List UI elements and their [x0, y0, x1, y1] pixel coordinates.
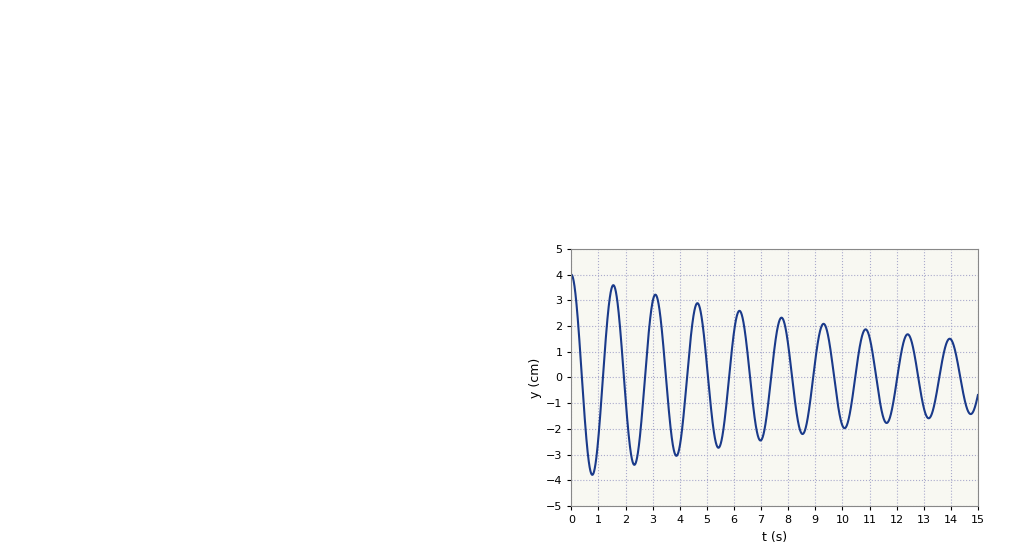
Y-axis label: y (cm): y (cm)	[528, 357, 542, 398]
X-axis label: t (s): t (s)	[762, 531, 787, 544]
